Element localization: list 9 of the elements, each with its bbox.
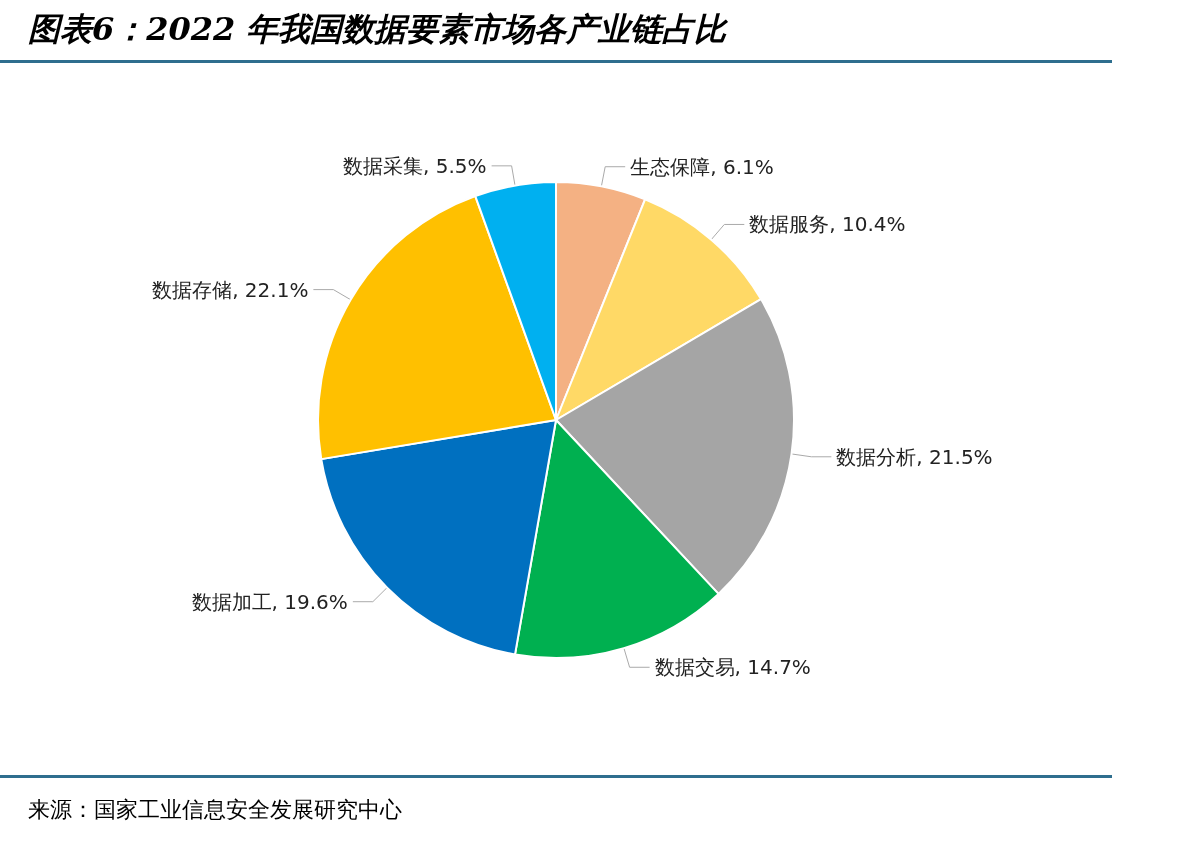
slice-label: 数据采集, 5.5% [343,153,487,178]
slice-label: 数据存储, 22.1% [152,277,309,302]
chart-title: 图表6：2022 年我国数据要素市场各产业链占比 [28,9,727,50]
source-note: 来源：国家工业信息安全发展研究中心 [28,796,402,824]
slice-label: 数据分析, 21.5% [836,444,993,469]
slice-label: 数据服务, 10.4% [749,212,906,237]
slice-label: 生态保障, 6.1% [630,154,774,179]
slice-label: 数据交易, 14.7% [654,655,811,680]
slice-label: 数据加工, 19.6% [191,589,348,614]
